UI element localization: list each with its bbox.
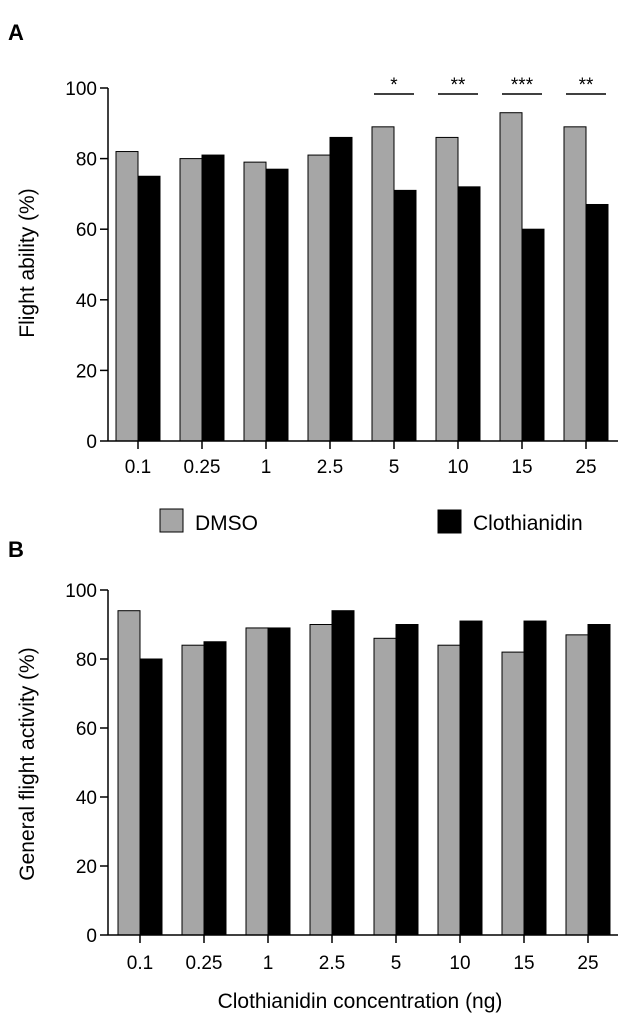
panel-b-x-axis-title: Clothianidin concentration (ng) <box>218 990 503 1013</box>
bar-clothianidin-15 <box>521 228 545 442</box>
bar-clothianidin-10 <box>457 186 481 442</box>
bar-dmso-10 <box>435 136 459 442</box>
bar-dmso-0_25 <box>181 644 205 936</box>
panel-b-plot-area: 0 20 40 60 80 100 0.1 0.25 1 2.5 5 10 15 25 <box>65 581 618 974</box>
y-tick-label: 100 <box>65 79 97 100</box>
significance-label: *** <box>511 75 534 96</box>
bar-clothianidin-25 <box>587 624 611 936</box>
bar-dmso-15 <box>499 112 523 442</box>
y-tick-label: 20 <box>76 857 97 878</box>
legend-label-dmso: DMSO <box>195 512 258 535</box>
legend-label-clothianidin: Clothianidin <box>473 512 583 535</box>
legend-swatch-dmso <box>159 508 184 533</box>
bar-dmso-25 <box>565 634 589 936</box>
x-tick-label: 0.25 <box>184 457 221 478</box>
bar-dmso-0_1 <box>115 151 139 442</box>
bar-clothianidin-0_1 <box>137 175 161 442</box>
bar-clothianidin-25 <box>585 203 609 442</box>
bar-clothianidin-2_5 <box>329 136 353 442</box>
x-tick-label: 25 <box>575 457 596 478</box>
bar-dmso-2_5 <box>307 154 331 442</box>
panel-a-letter: A <box>8 20 24 45</box>
x-tick-label: 0.1 <box>125 457 151 478</box>
y-tick-label: 80 <box>76 650 97 671</box>
y-tick-label: 80 <box>76 150 97 171</box>
panel-b-letter: B <box>8 537 24 562</box>
bar-dmso-5 <box>373 637 397 936</box>
y-tick-label: 0 <box>86 926 97 947</box>
bar-dmso-0_25 <box>179 158 203 442</box>
x-tick-label: 15 <box>511 457 532 478</box>
bar-clothianidin-2_5 <box>331 610 355 936</box>
bar-dmso-2_5 <box>309 624 333 936</box>
legend: DMSO Clothianidin <box>159 508 583 535</box>
bar-clothianidin-10 <box>459 620 483 936</box>
x-tick-label: 5 <box>389 457 400 478</box>
x-tick-label: 1 <box>261 457 272 478</box>
y-tick-label: 0 <box>86 432 97 453</box>
significance-label: ** <box>579 75 594 96</box>
bar-dmso-0_1 <box>117 610 141 936</box>
y-tick-label: 100 <box>65 581 97 602</box>
bar-clothianidin-0_25 <box>203 641 227 936</box>
panel-a: A Flight ability (%) 0 20 40 60 80 100 0.1 0.25… <box>8 20 618 478</box>
bar-clothianidin-0_25 <box>201 154 225 442</box>
x-tick-label: 25 <box>577 953 598 974</box>
bar-clothianidin-5 <box>393 189 417 442</box>
x-tick-label: 10 <box>449 953 470 974</box>
y-tick-label: 60 <box>76 220 97 241</box>
significance-label: ** <box>451 75 466 96</box>
x-tick-label: 0.25 <box>186 953 223 974</box>
bar-dmso-1 <box>245 627 269 936</box>
y-tick-label: 60 <box>76 719 97 740</box>
significance-label: * <box>390 75 398 96</box>
bar-clothianidin-0_1 <box>139 658 163 936</box>
x-tick-label: 15 <box>513 953 534 974</box>
bar-dmso-25 <box>563 126 587 442</box>
bar-dmso-10 <box>437 644 461 936</box>
bar-clothianidin-1 <box>267 627 291 936</box>
y-tick-label: 20 <box>76 361 97 382</box>
x-tick-label: 5 <box>391 953 402 974</box>
x-tick-label: 2.5 <box>317 457 343 478</box>
panel-b-y-axis-title: General flight activity (%) <box>16 647 39 880</box>
panel-b: B General flight activity (%) 0 20 40 60 80 1… <box>8 537 618 1013</box>
x-tick-label: 2.5 <box>319 953 345 974</box>
bar-clothianidin-15 <box>523 620 547 936</box>
x-tick-label: 0.1 <box>127 953 153 974</box>
bar-clothianidin-5 <box>395 624 419 936</box>
bar-dmso-5 <box>371 126 395 442</box>
panel-a-y-axis-title: Flight ability (%) <box>16 188 39 337</box>
y-tick-label: 40 <box>76 788 97 809</box>
legend-swatch-clothianidin <box>437 509 462 534</box>
bar-dmso-1 <box>243 161 267 442</box>
x-tick-label: 1 <box>263 953 274 974</box>
bar-dmso-15 <box>501 651 525 936</box>
bar-clothianidin-1 <box>265 168 289 442</box>
x-tick-label: 10 <box>447 457 468 478</box>
y-tick-label: 40 <box>76 291 97 312</box>
